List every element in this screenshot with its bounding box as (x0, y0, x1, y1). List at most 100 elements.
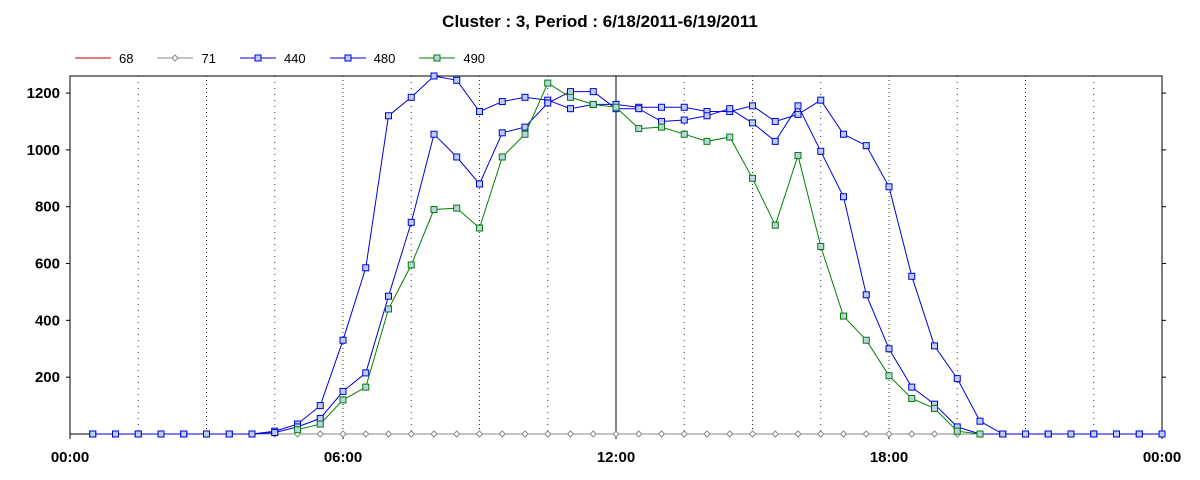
data-point-71 (612, 430, 620, 438)
data-point-71 (885, 430, 893, 438)
data-point-440 (658, 103, 665, 111)
data-point-71 (475, 430, 484, 438)
series-line-480 (92, 91, 1162, 435)
data-point-490 (771, 221, 779, 229)
data-point-480 (407, 218, 415, 226)
data-point-490 (840, 312, 847, 320)
data-point-440 (453, 76, 461, 84)
x-tick-label: 12:00 (597, 449, 635, 466)
data-point-480 (498, 129, 506, 137)
legend-label: 440 (283, 50, 306, 66)
data-point-71 (930, 430, 939, 438)
data-point-71 (908, 430, 916, 438)
data-point-480 (999, 430, 1007, 438)
data-point-480 (1090, 430, 1098, 438)
data-point-480 (862, 291, 870, 299)
data-point-480 (180, 430, 188, 438)
data-point-490 (658, 123, 665, 131)
data-point-71 (453, 430, 461, 438)
data-point-490 (931, 404, 938, 412)
data-point-440 (362, 264, 370, 272)
series-line-440 (92, 75, 1162, 435)
data-point-480 (1022, 430, 1029, 438)
data-point-71 (657, 430, 666, 438)
data-point-71 (862, 430, 870, 438)
data-point-440 (771, 117, 779, 125)
legend-item-68: 68 (75, 51, 133, 66)
legend-item-440: 440 (239, 50, 306, 66)
data-point-71 (430, 430, 438, 438)
data-point-490 (339, 396, 347, 404)
data-point-71 (407, 430, 415, 438)
data-point-480 (771, 137, 779, 145)
data-point-71 (316, 430, 324, 438)
legend-label: 490 (463, 50, 486, 66)
data-point-440 (680, 103, 688, 111)
data-point-480 (885, 345, 893, 353)
legend-swatch-490 (419, 54, 456, 62)
data-point-480 (1067, 430, 1075, 438)
data-point-490 (817, 242, 825, 250)
x-tick-label: 18:00 (870, 449, 908, 466)
data-point-71 (703, 430, 711, 438)
data-point-490 (294, 426, 301, 434)
data-point-480 (385, 292, 392, 300)
data-point-440 (316, 402, 324, 410)
legend-label: 71 (201, 50, 216, 66)
data-point-490 (453, 204, 461, 212)
data-point-480 (316, 414, 324, 422)
data-point-480 (430, 130, 438, 138)
data-point-490 (953, 427, 961, 435)
data-point-440 (908, 272, 916, 280)
data-point-490 (794, 152, 802, 160)
data-point-480 (589, 88, 597, 96)
data-point-71 (339, 430, 347, 438)
data-point-490 (476, 224, 483, 232)
data-point-480 (567, 88, 574, 96)
data-point-490 (726, 133, 734, 141)
data-point-480 (680, 116, 688, 124)
chart-title: Cluster : 3, Period : 6/18/2011-6/19/201… (442, 12, 758, 31)
data-point-490 (703, 137, 711, 145)
y-tick-label: 400 (35, 312, 60, 329)
y-tick-label: 1000 (27, 142, 60, 159)
data-point-480 (658, 117, 665, 125)
data-point-71 (384, 430, 393, 438)
legend-swatch-71 (157, 54, 194, 62)
legend-swatch-440 (239, 54, 276, 62)
data-point-440 (476, 108, 483, 116)
data-point-490 (407, 261, 415, 269)
data-point-480 (362, 369, 370, 377)
data-point-71 (521, 430, 529, 438)
data-point-71 (839, 430, 848, 438)
legend-item-71: 71 (157, 50, 216, 66)
data-point-440 (862, 142, 870, 150)
data-point-480 (271, 429, 279, 437)
data-point-490 (521, 130, 529, 138)
data-point-490 (635, 125, 643, 133)
legend: 68 71 440 480 490 (75, 49, 509, 67)
legend-label: 68 (119, 50, 134, 66)
data-point-440 (339, 336, 347, 344)
data-point-480 (225, 430, 233, 438)
data-point-440 (885, 183, 893, 191)
data-point-480 (635, 105, 643, 113)
data-point-440 (817, 96, 825, 104)
data-point-440 (749, 102, 756, 110)
data-point-440 (430, 72, 438, 80)
y-tick-label: 1200 (27, 85, 60, 102)
data-point-490 (612, 103, 620, 111)
data-point-480 (476, 180, 483, 188)
data-point-490 (544, 79, 552, 87)
data-point-440 (976, 417, 984, 425)
data-point-440 (953, 375, 961, 383)
data-point-71 (544, 430, 552, 438)
legend-label: 480 (373, 50, 396, 66)
data-point-71 (794, 430, 802, 438)
data-point-71 (498, 430, 506, 438)
data-point-480 (749, 119, 756, 127)
data-point-490 (498, 153, 506, 161)
data-point-490 (680, 130, 688, 138)
x-tick-label: 00:00 (1143, 449, 1181, 466)
